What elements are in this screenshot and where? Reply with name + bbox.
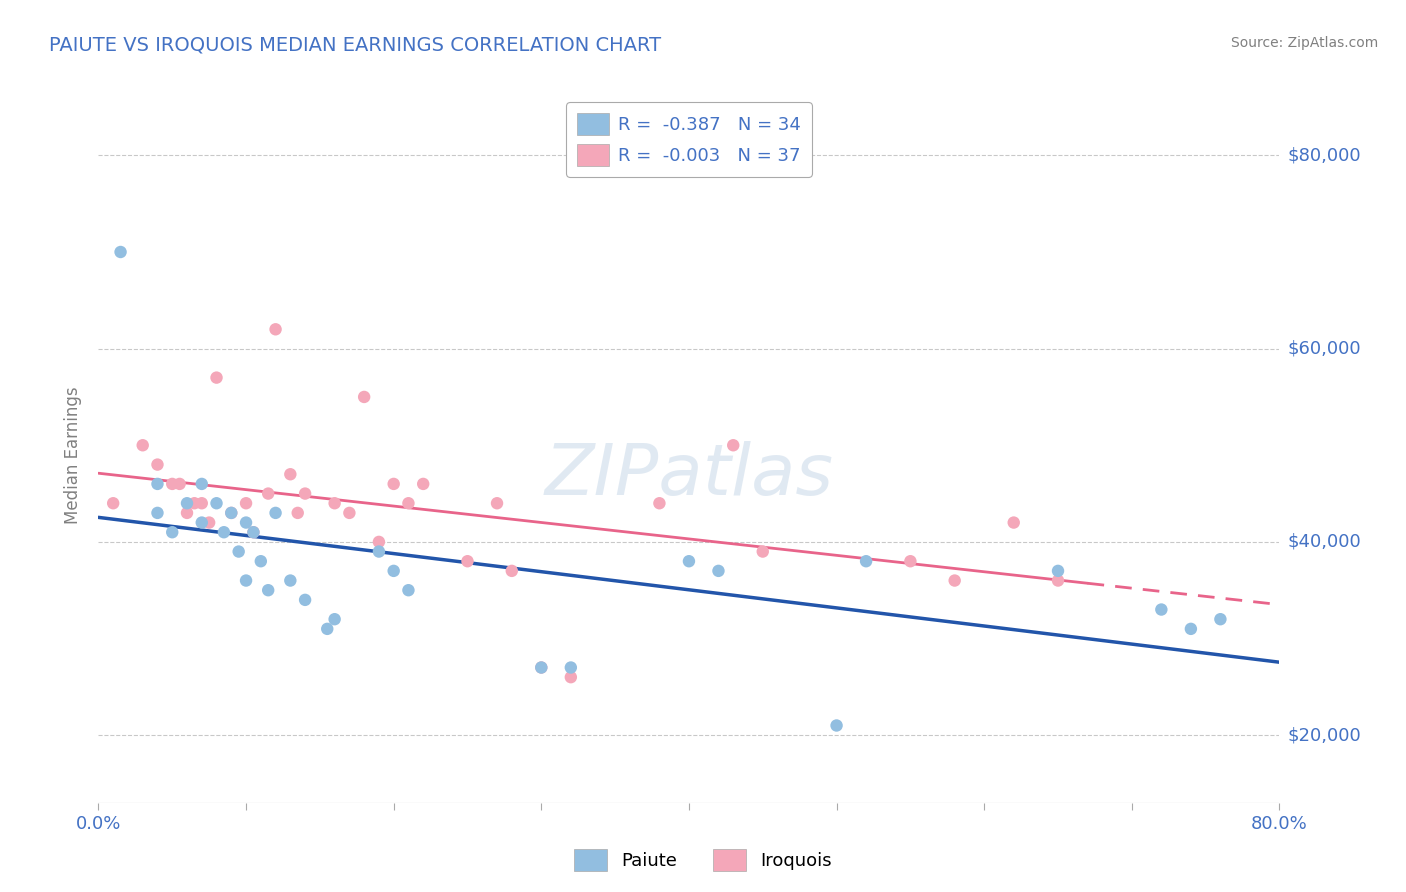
Text: Source: ZipAtlas.com: Source: ZipAtlas.com bbox=[1230, 36, 1378, 50]
Point bbox=[900, 554, 922, 568]
Text: $20,000: $20,000 bbox=[1288, 726, 1361, 744]
Point bbox=[323, 496, 346, 510]
Legend: R =  -0.387   N = 34, R =  -0.003   N = 37: R = -0.387 N = 34, R = -0.003 N = 37 bbox=[565, 103, 813, 177]
Point bbox=[501, 564, 523, 578]
Point bbox=[264, 322, 287, 336]
Point bbox=[560, 660, 582, 674]
Point bbox=[176, 496, 198, 510]
Point bbox=[707, 564, 730, 578]
Point bbox=[396, 496, 419, 510]
Point bbox=[825, 718, 848, 732]
Point bbox=[264, 506, 287, 520]
Text: $40,000: $40,000 bbox=[1288, 533, 1361, 551]
Text: PAIUTE VS IROQUOIS MEDIAN EARNINGS CORRELATION CHART: PAIUTE VS IROQUOIS MEDIAN EARNINGS CORRE… bbox=[49, 36, 661, 54]
Point bbox=[855, 554, 877, 568]
Point bbox=[456, 554, 478, 568]
Point bbox=[316, 622, 339, 636]
Point bbox=[721, 438, 744, 452]
Point bbox=[183, 496, 205, 510]
Point bbox=[257, 583, 280, 598]
Point bbox=[560, 670, 582, 684]
Point bbox=[162, 476, 183, 491]
Point bbox=[1002, 516, 1025, 530]
Legend: Paiute, Iroquois: Paiute, Iroquois bbox=[567, 842, 839, 879]
Text: ZIPatlas: ZIPatlas bbox=[544, 442, 834, 510]
Point bbox=[337, 506, 360, 520]
Point bbox=[382, 476, 405, 491]
Point bbox=[176, 506, 198, 520]
Point bbox=[530, 660, 553, 674]
Point bbox=[1150, 602, 1173, 616]
Point bbox=[205, 370, 228, 384]
Point bbox=[219, 506, 242, 520]
Point bbox=[323, 612, 346, 626]
Point bbox=[235, 574, 257, 588]
Point bbox=[412, 476, 434, 491]
Text: $80,000: $80,000 bbox=[1288, 146, 1361, 164]
Point bbox=[162, 525, 183, 540]
Point bbox=[530, 660, 553, 674]
Point bbox=[235, 496, 257, 510]
Point bbox=[242, 525, 264, 540]
Point bbox=[132, 438, 155, 452]
Point bbox=[228, 544, 250, 558]
Point bbox=[146, 458, 169, 472]
Point bbox=[294, 592, 316, 607]
Point bbox=[1046, 564, 1069, 578]
Point bbox=[368, 535, 391, 549]
Point bbox=[678, 554, 700, 568]
Text: $60,000: $60,000 bbox=[1288, 340, 1361, 358]
Point bbox=[353, 390, 375, 404]
Point bbox=[146, 506, 169, 520]
Point bbox=[1180, 622, 1202, 636]
Point bbox=[943, 574, 966, 588]
Point bbox=[110, 244, 132, 259]
Point bbox=[751, 544, 773, 558]
Point bbox=[278, 467, 302, 482]
Point bbox=[198, 516, 221, 530]
Point bbox=[250, 554, 273, 568]
Point bbox=[205, 496, 228, 510]
Point bbox=[146, 476, 169, 491]
Point bbox=[1046, 574, 1069, 588]
Point bbox=[191, 476, 214, 491]
Point bbox=[396, 583, 419, 598]
Point bbox=[278, 574, 302, 588]
Point bbox=[486, 496, 509, 510]
Point bbox=[287, 506, 309, 520]
Point bbox=[382, 564, 405, 578]
Point bbox=[294, 486, 316, 500]
Point bbox=[191, 516, 214, 530]
Point bbox=[169, 476, 191, 491]
Point bbox=[103, 496, 125, 510]
Point bbox=[257, 486, 280, 500]
Point bbox=[191, 496, 214, 510]
Point bbox=[368, 544, 391, 558]
Point bbox=[235, 516, 257, 530]
Point bbox=[1209, 612, 1232, 626]
Point bbox=[242, 525, 264, 540]
Point bbox=[212, 525, 235, 540]
Y-axis label: Median Earnings: Median Earnings bbox=[65, 386, 83, 524]
Point bbox=[648, 496, 671, 510]
Point bbox=[219, 506, 242, 520]
